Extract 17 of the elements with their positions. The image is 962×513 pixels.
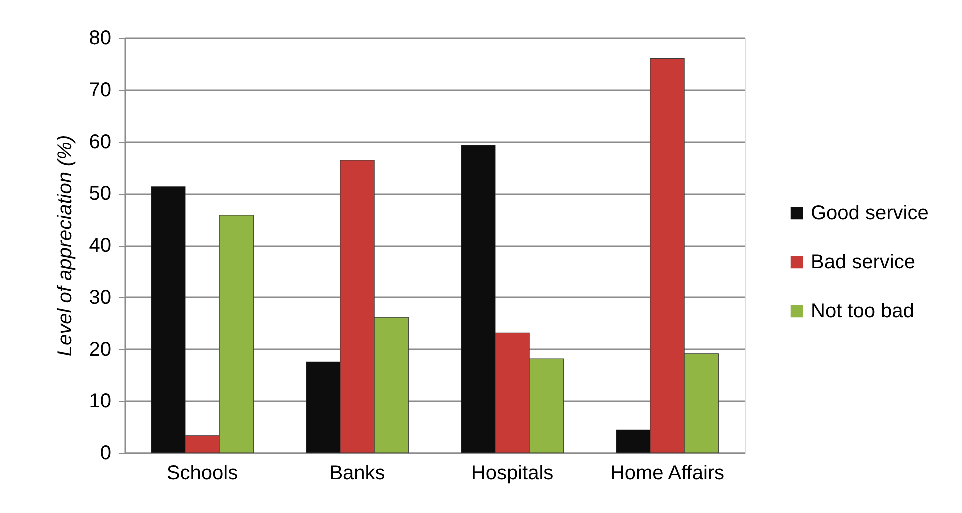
y-tick-label: 20 (89, 338, 112, 361)
x-tick-label: Home Affairs (610, 462, 725, 484)
y-tick-label: 50 (89, 183, 112, 206)
x-tick-label: Hospitals (471, 462, 554, 484)
y-tick-label: 30 (89, 286, 112, 309)
y-tick-label: 10 (89, 390, 112, 413)
legend-label: Good service (811, 202, 929, 224)
legend-label: Bad service (811, 252, 916, 274)
x-tick-label: Schools (166, 462, 238, 484)
y-tick-label: 0 (100, 442, 112, 464)
y-tick-label: 80 (89, 28, 112, 50)
y-tick-label: 60 (89, 131, 112, 154)
y-axis-title: Level of appreciation (%) (54, 135, 76, 357)
y-tick-label: 70 (89, 79, 112, 102)
legend-label: Not too bad (811, 300, 914, 322)
y-tick-label: 40 (89, 235, 112, 257)
x-tick-label: Banks (330, 462, 386, 484)
